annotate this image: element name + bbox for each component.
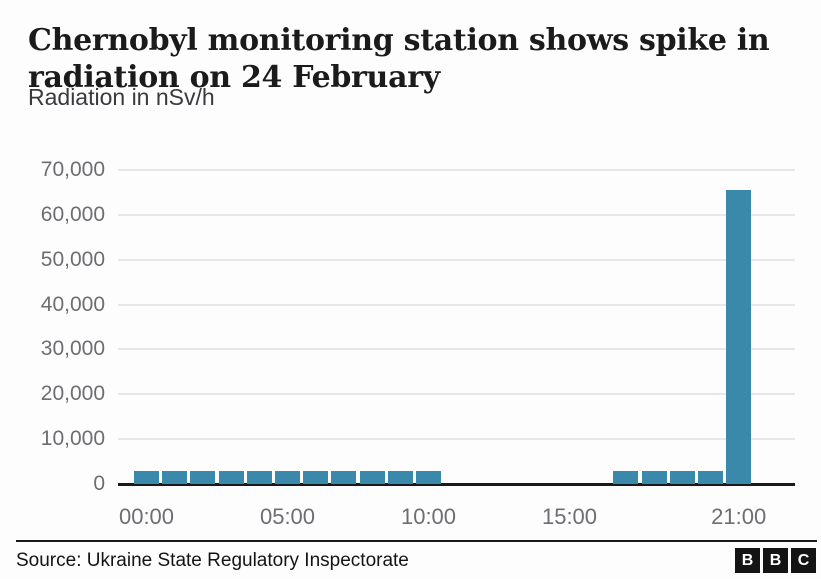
y-tick-label: 50,000 bbox=[40, 247, 105, 271]
bar bbox=[641, 470, 667, 484]
gridline bbox=[118, 348, 795, 351]
bar bbox=[162, 470, 188, 484]
y-tick-label: 40,000 bbox=[40, 292, 105, 316]
chart-title-line-1: Chernobyl monitoring station shows spike… bbox=[28, 23, 770, 59]
x-axis-line bbox=[118, 483, 795, 486]
bar bbox=[303, 470, 329, 484]
bar bbox=[134, 470, 159, 484]
bar bbox=[698, 470, 723, 484]
bar bbox=[331, 470, 357, 484]
bar bbox=[275, 470, 300, 484]
bar bbox=[190, 470, 216, 484]
y-tick-label: 30,000 bbox=[40, 337, 105, 361]
x-tick-label: 00:00 bbox=[118, 504, 175, 529]
chart-title: Chernobyl monitoring station shows spike… bbox=[28, 22, 806, 96]
bbc-logo-letter: B bbox=[735, 548, 760, 573]
bar bbox=[218, 470, 244, 484]
x-tick-label: 05:00 bbox=[259, 504, 316, 529]
bar bbox=[387, 470, 413, 484]
bar bbox=[416, 470, 441, 484]
bar-chart: 0 10,000 20,000 30,000 40,000 50,000 60,000 70,… bbox=[0, 140, 821, 540]
bar bbox=[726, 190, 752, 484]
chart-title-line-2: radiation on 24 February bbox=[28, 60, 440, 96]
source-text: Source: Ukraine State Regulatory Inspect… bbox=[16, 549, 409, 571]
bar bbox=[613, 470, 639, 484]
bbc-logo-letter: B bbox=[763, 548, 788, 573]
bar bbox=[669, 470, 695, 484]
bar bbox=[359, 470, 385, 484]
y-tick-label: 0 bbox=[93, 472, 105, 495]
bbc-logo-letter: C bbox=[791, 548, 816, 573]
gridline bbox=[118, 169, 795, 171]
gridline bbox=[118, 438, 795, 441]
y-tick-label: 70,000 bbox=[40, 158, 105, 181]
footer: Source: Ukraine State Regulatory Inspect… bbox=[16, 540, 817, 573]
y-tick-label: 20,000 bbox=[40, 382, 105, 406]
y-tick-label: 60,000 bbox=[40, 202, 105, 226]
bar bbox=[246, 470, 272, 484]
y-tick-label: 10,000 bbox=[40, 427, 105, 451]
x-tick-label: 15:00 bbox=[541, 504, 598, 529]
gridline bbox=[118, 258, 795, 261]
gridline bbox=[118, 303, 795, 306]
gridline bbox=[118, 393, 795, 396]
x-tick-label: 10:00 bbox=[400, 504, 457, 529]
gridline bbox=[118, 213, 795, 216]
chart-subtitle: Radiation in nSv/h bbox=[28, 84, 215, 110]
x-tick-label: 21:00 bbox=[711, 504, 767, 529]
